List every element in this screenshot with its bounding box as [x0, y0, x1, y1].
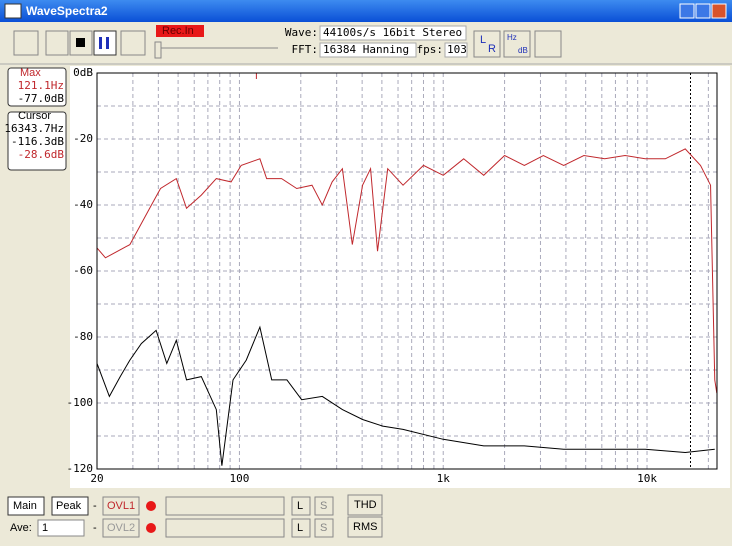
- x-tick-label: 20: [90, 472, 103, 485]
- ovl2-field: [165, 518, 285, 538]
- main-label: Main: [13, 500, 37, 512]
- rec-level: [156, 25, 204, 37]
- ovl1-indicator: [146, 501, 156, 511]
- chart-bg: [70, 66, 730, 488]
- x-tick-label: 10k: [637, 472, 657, 485]
- stop-icon: [76, 38, 85, 47]
- dash: -: [93, 500, 97, 512]
- thd-label: THD: [354, 499, 377, 511]
- lr-button[interactable]: [473, 30, 501, 58]
- rms-button[interactable]: [347, 516, 383, 538]
- ave-select[interactable]: [37, 519, 85, 537]
- fft-label: FFT:: [292, 43, 319, 56]
- fps-label: fps:: [417, 43, 444, 56]
- s2-label: S: [320, 522, 327, 534]
- ovl2-button[interactable]: [102, 518, 140, 538]
- l2-button[interactable]: [291, 518, 311, 538]
- fft-value: 16384 Hanning: [323, 43, 409, 56]
- l1-label: L: [297, 500, 303, 512]
- minimize-button[interactable]: [679, 3, 695, 19]
- fft-box: [319, 42, 417, 58]
- hzdb-icon: Hz: [507, 33, 517, 42]
- s2-button[interactable]: [314, 518, 334, 538]
- y-tick-label: -20: [73, 132, 93, 145]
- input-button[interactable]: [13, 30, 39, 56]
- dash: -: [93, 522, 97, 534]
- max-level: -77.0dB: [18, 92, 65, 105]
- hzdb-icon: dB: [518, 46, 528, 55]
- ovl1-button[interactable]: [102, 496, 140, 516]
- window-title: WaveSpectra2: [26, 4, 108, 18]
- lr-icon: L: [480, 34, 486, 46]
- peak-button[interactable]: [51, 496, 89, 516]
- cursor-freq: 16343.7Hz: [4, 122, 64, 135]
- y-tick-label: 0dB: [73, 66, 93, 79]
- x-tick-label: 1k: [437, 472, 451, 485]
- main-button[interactable]: [7, 496, 45, 516]
- l2-label: L: [297, 522, 303, 534]
- y-tick-label: -40: [73, 198, 93, 211]
- app-icon: [4, 3, 22, 19]
- pause-icon: [99, 37, 102, 49]
- max-panel: [7, 67, 67, 107]
- plot: 20 100 1k 10k 0dB -20 -40 -60 -80 -100 -120: [67, 66, 718, 485]
- lr-icon: R: [488, 43, 496, 55]
- title-bar: [0, 0, 732, 22]
- y-tick-label: -120: [67, 462, 94, 475]
- cursor-level: -116.3dB: [11, 135, 64, 148]
- cursor-panel: [7, 111, 67, 171]
- cursor-label: Cursor: [18, 110, 51, 122]
- x-tick-label: 100: [230, 472, 250, 485]
- ovl1-field: [165, 496, 285, 516]
- peak-label: Peak: [56, 500, 82, 512]
- close-button[interactable]: [711, 3, 727, 19]
- maximize-button[interactable]: [695, 3, 711, 19]
- slider-thumb[interactable]: [154, 41, 162, 59]
- fps-value: 103: [447, 43, 467, 56]
- thd-button[interactable]: [347, 494, 383, 516]
- ave-label: Ave:: [10, 522, 32, 534]
- s1-label: S: [320, 500, 327, 512]
- pause-icon: [106, 37, 109, 49]
- record-button[interactable]: [120, 30, 146, 56]
- rec-label: Rec.In: [162, 25, 194, 37]
- l1-button[interactable]: [291, 496, 311, 516]
- y-tick-label: -80: [73, 330, 93, 343]
- rms-label: RMS: [353, 521, 377, 533]
- settings-button[interactable]: [534, 30, 562, 58]
- ovl1-label: OVL1: [107, 500, 135, 512]
- fps-box: [444, 42, 468, 58]
- series-line: [96, 325, 715, 466]
- ovl2-indicator: [146, 523, 156, 533]
- max-freq: 121.1Hz: [18, 79, 64, 92]
- max-label: Max: [20, 67, 41, 79]
- pause-button[interactable]: [93, 30, 117, 56]
- play-button[interactable]: [45, 30, 69, 56]
- ovl2-label: OVL2: [107, 522, 135, 534]
- y-tick-label: -60: [73, 264, 93, 277]
- s1-button[interactable]: [314, 496, 334, 516]
- hzdb-button[interactable]: [503, 30, 531, 58]
- wave-value: 44100s/s 16bit Stereo: [323, 26, 462, 39]
- wave-label: Wave:: [285, 26, 318, 39]
- wave-box: [319, 25, 467, 41]
- y-tick-label: -100: [67, 396, 94, 409]
- plot-frame: [96, 72, 718, 470]
- series-line: [96, 148, 718, 394]
- cursor-level: -28.6dB: [18, 148, 65, 161]
- ave-value: 1: [42, 522, 48, 534]
